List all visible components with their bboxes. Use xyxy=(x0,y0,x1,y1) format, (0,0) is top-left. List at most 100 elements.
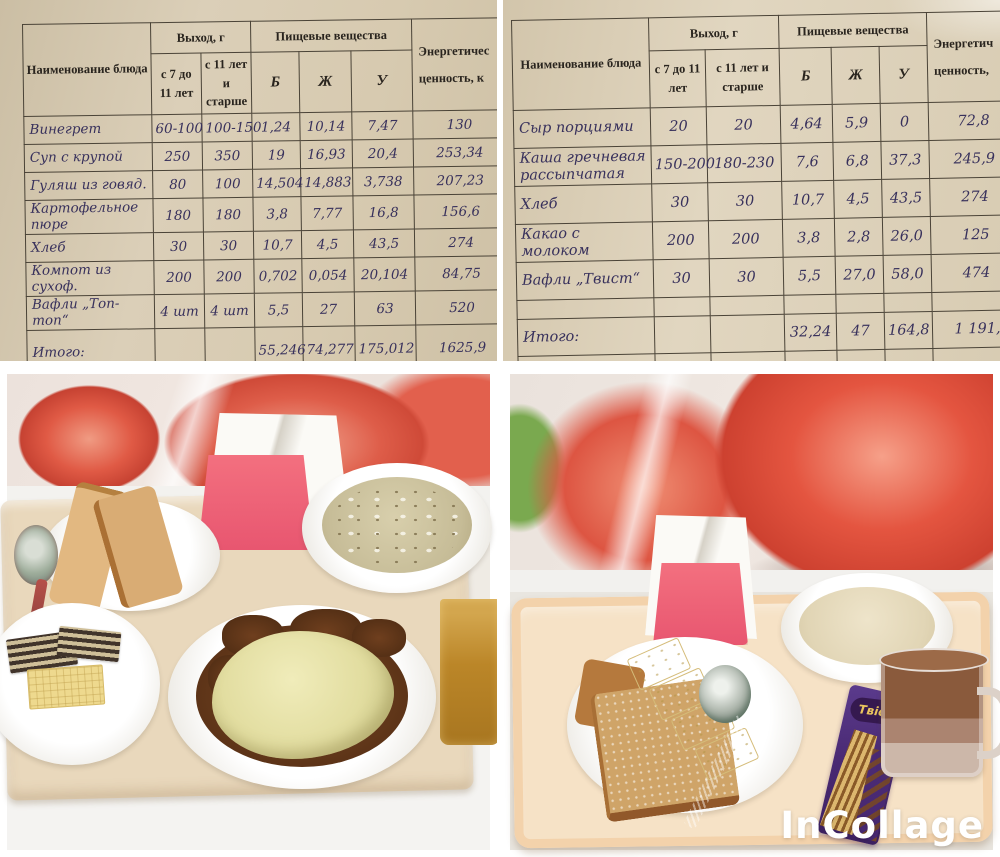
header-energy-line1: Энергетичес xyxy=(418,43,490,59)
header-nutrients: Пищевые вещества xyxy=(250,19,412,53)
table-cell: 7,47 xyxy=(351,111,414,140)
table-cell: 250 xyxy=(152,141,203,171)
header-output: Выход, г xyxy=(648,15,780,51)
header-age-11-plus: с 11 лет и старше xyxy=(200,52,252,114)
table-cell: Итого: xyxy=(517,316,655,357)
spoon xyxy=(699,665,751,723)
header-output: Выход, г xyxy=(150,21,251,54)
table-cell: 60-100 xyxy=(151,113,203,143)
header-carbs: У xyxy=(879,45,929,104)
menu-table-day2: Наименование блюда Выход, г Пищевые веще… xyxy=(511,10,1000,361)
table-cell: Гуляш из говяд. xyxy=(24,170,153,201)
table-cell: 274 xyxy=(414,227,497,258)
header-carbs: У xyxy=(350,50,413,112)
table-cell: 520 xyxy=(415,289,497,326)
table-cell: Какао с молоком xyxy=(515,221,654,263)
table-cell: 7,77 xyxy=(300,195,354,231)
table-cell xyxy=(710,314,785,353)
table-cell: 30 xyxy=(653,258,710,298)
table-cell: 180 xyxy=(152,197,204,233)
table-cell xyxy=(932,346,1000,361)
table-cell: 80 xyxy=(152,169,203,199)
table-cell: 6,8 xyxy=(832,141,882,181)
compote-glass xyxy=(440,599,497,745)
table-cell: 156,6 xyxy=(413,193,497,230)
table-cell: 350 xyxy=(202,141,253,170)
table-cell: 30 xyxy=(153,232,204,261)
table-cell: 4,5 xyxy=(833,179,883,219)
table-cell: 180-230 xyxy=(706,143,782,183)
table-cell: 4,5 xyxy=(301,229,354,259)
header-age-7-11: с 7 до 11 лет xyxy=(150,53,202,115)
table-cell: 58,0 xyxy=(883,254,932,294)
table-cell: 5,9 xyxy=(832,103,881,143)
table-cell: 3,738 xyxy=(352,167,414,196)
photo-lunch-tray xyxy=(0,367,497,857)
table-cell: 30 xyxy=(707,181,783,221)
header-age-11-plus: с 11 лет и старше xyxy=(705,48,781,107)
header-fat: Ж xyxy=(298,50,352,113)
table-cell: Вафли „Твист“ xyxy=(516,259,654,301)
table-cell: 274 xyxy=(929,176,1000,217)
header-protein: Б xyxy=(779,47,833,106)
table-cell: 253,34 xyxy=(413,137,497,168)
table-cell xyxy=(783,294,837,315)
table-cell: Винегрет xyxy=(23,114,153,145)
table-cell: 1 191, xyxy=(932,309,1000,349)
header-dish: Наименование блюда xyxy=(22,22,152,117)
table-cell: 20,4 xyxy=(352,139,414,168)
photo-breakfast-tray: Твіст InCollage xyxy=(503,367,1000,857)
table-cell: 10,7 xyxy=(253,230,302,260)
table-row: Итого: 55,246 74,277 175,012 1625,9 xyxy=(26,323,497,361)
table-cell xyxy=(654,315,711,354)
table-cell: 26,0 xyxy=(882,216,932,256)
spoon xyxy=(14,525,58,585)
table-cell: 175,012 xyxy=(354,325,417,361)
table-cell: 19 xyxy=(252,140,301,170)
menu-table-day1: Наименование блюда Выход, г Пищевые веще… xyxy=(22,17,497,361)
table-cell: 0,702 xyxy=(253,258,303,294)
table-cell: 164,8 xyxy=(884,311,933,350)
table-cell xyxy=(709,295,785,316)
table-cell: 37,3 xyxy=(880,140,930,180)
table-cell: Хлеб xyxy=(514,183,653,225)
table-cell: 4 шт xyxy=(154,294,205,329)
table-cell: 16,8 xyxy=(352,195,415,230)
table-cell: 3,8 xyxy=(252,196,302,232)
table-cell xyxy=(784,350,838,361)
header-energy: Энергетич ценность, xyxy=(926,10,1000,103)
table-cell: 27 xyxy=(302,291,355,327)
table-cell: 150-200 xyxy=(650,144,715,184)
header-protein: Б xyxy=(250,51,300,114)
table-cell: 1625,9 xyxy=(415,323,497,361)
table-cell: 474 xyxy=(931,252,1000,293)
table-cell: 16,93 xyxy=(300,139,353,169)
table-cell: 200 xyxy=(652,220,710,260)
table-cell: Вафли „Топ-топ“ xyxy=(26,294,155,331)
table-cell: Каша гречневая рассыпчатая xyxy=(513,145,652,187)
table-cell: 2,8 xyxy=(834,217,884,257)
table-cell: 27,0 xyxy=(835,255,884,295)
table-cell xyxy=(884,348,934,361)
table-cell: 4 шт xyxy=(204,293,255,329)
header-age-7-11: с 7 до 11 лет xyxy=(649,49,707,108)
table-cell: 100 xyxy=(202,169,253,198)
table-cell: 43,5 xyxy=(881,178,931,218)
table-cell: 5,5 xyxy=(254,292,303,328)
table-cell: 200 xyxy=(203,259,255,295)
table-cell: 0 xyxy=(880,102,929,142)
table-cell xyxy=(883,292,933,313)
table-cell: 207,23 xyxy=(413,165,497,196)
table-cell xyxy=(835,293,885,314)
napkin-holder xyxy=(653,563,748,645)
mashed-potatoes xyxy=(212,631,394,759)
table-cell: 30 xyxy=(203,231,254,261)
soup-noodles xyxy=(330,485,464,565)
table-cell: 200 xyxy=(708,219,784,259)
table-cell: 72,8 xyxy=(928,100,1000,141)
incollage-watermark: InCollage xyxy=(780,804,984,847)
table-cell: 30 xyxy=(651,182,709,222)
table-cell: 84,75 xyxy=(414,255,497,292)
wafer xyxy=(56,625,122,663)
header-dish: Наименование блюда xyxy=(511,17,651,111)
